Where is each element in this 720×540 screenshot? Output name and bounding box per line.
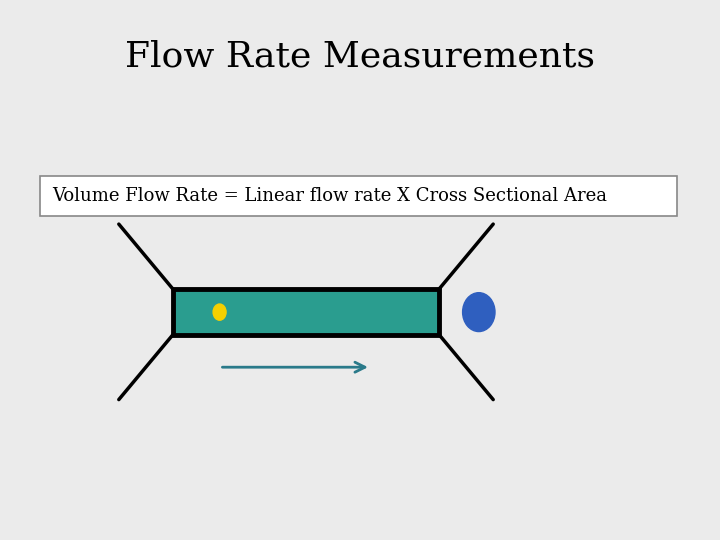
Text: Volume Flow Rate = Linear flow rate X Cross Sectional Area: Volume Flow Rate = Linear flow rate X Cr… xyxy=(53,187,608,205)
Bar xyxy=(173,289,439,335)
Text: Flow Rate Measurements: Flow Rate Measurements xyxy=(125,40,595,73)
Ellipse shape xyxy=(213,304,226,320)
Bar xyxy=(40,176,677,216)
Ellipse shape xyxy=(463,293,495,332)
